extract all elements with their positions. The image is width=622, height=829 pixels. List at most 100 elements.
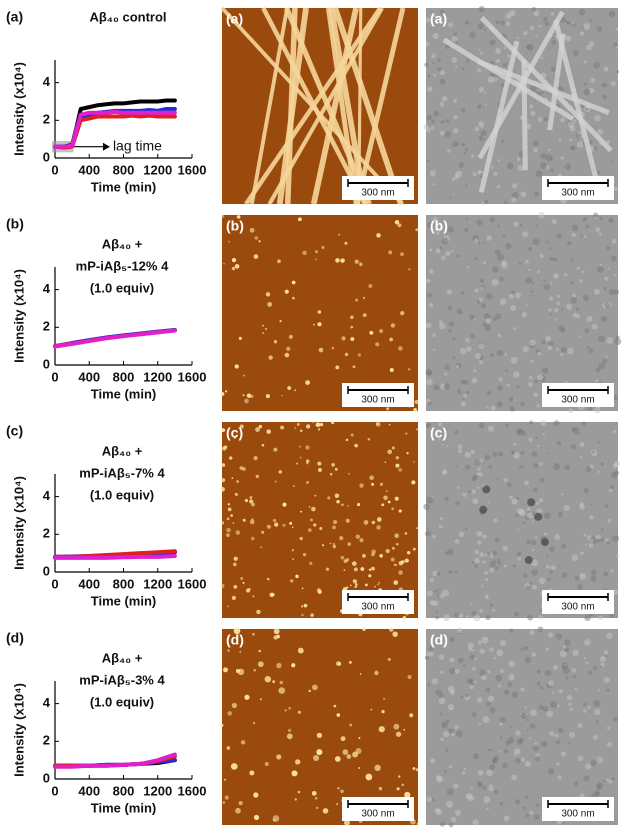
particle	[292, 297, 295, 300]
texture	[602, 359, 607, 364]
texture	[533, 238, 540, 245]
texture	[486, 406, 488, 408]
particle	[285, 290, 289, 294]
y-tick-label: 0	[43, 563, 50, 578]
texture	[519, 738, 524, 743]
texture	[607, 268, 609, 270]
texture	[497, 478, 499, 480]
texture	[466, 346, 471, 351]
texture	[453, 128, 459, 134]
particle	[300, 430, 302, 432]
texture	[531, 291, 533, 293]
texture	[615, 338, 622, 345]
texture	[474, 550, 479, 555]
texture	[596, 756, 603, 763]
texture	[465, 694, 469, 698]
texture	[507, 384, 510, 387]
texture	[585, 764, 591, 770]
particle	[221, 428, 225, 432]
particle	[335, 365, 339, 369]
texture	[496, 59, 500, 63]
texture	[455, 465, 457, 467]
particle	[292, 281, 296, 285]
particle	[357, 503, 360, 506]
particle	[313, 523, 316, 526]
texture	[483, 241, 485, 243]
texture	[564, 163, 571, 170]
particle	[315, 259, 317, 261]
texture	[547, 578, 550, 581]
texture	[497, 225, 500, 228]
particle	[239, 337, 242, 340]
texture	[433, 33, 439, 39]
texture	[443, 470, 447, 474]
particle	[292, 558, 294, 560]
texture	[608, 218, 613, 223]
texture	[539, 254, 543, 258]
particle	[346, 587, 348, 589]
texture	[550, 313, 552, 315]
texture	[576, 133, 581, 138]
texture	[492, 758, 498, 764]
texture	[466, 59, 469, 62]
texture	[485, 594, 488, 597]
texture	[588, 670, 593, 675]
texture	[571, 259, 574, 262]
texture	[481, 585, 483, 587]
texture	[597, 129, 603, 135]
texture	[613, 717, 618, 722]
texture	[531, 569, 538, 576]
particle	[297, 423, 300, 426]
particle	[300, 511, 302, 513]
particle	[335, 258, 339, 262]
particle	[415, 400, 419, 404]
particle	[248, 588, 250, 590]
texture	[527, 729, 529, 731]
texture	[461, 108, 465, 112]
x-tick-label: 1600	[178, 783, 207, 798]
texture	[479, 552, 484, 557]
texture	[606, 689, 610, 693]
texture	[486, 235, 491, 240]
texture	[558, 775, 562, 779]
texture	[503, 234, 506, 237]
texture	[537, 670, 541, 674]
particle	[344, 559, 348, 563]
texture	[520, 757, 525, 762]
texture	[490, 749, 492, 751]
texture	[451, 817, 457, 823]
texture	[485, 103, 487, 105]
texture	[500, 669, 504, 673]
particle	[288, 729, 291, 732]
texture	[606, 633, 613, 640]
texture	[492, 452, 497, 457]
texture	[532, 585, 537, 590]
texture	[437, 572, 441, 576]
texture	[439, 320, 443, 324]
texture	[568, 121, 574, 127]
texture	[449, 637, 454, 642]
particle	[235, 808, 241, 814]
scale-label: 300 nm	[561, 809, 594, 820]
y-axis-label: Intensity (x10⁴)	[11, 269, 26, 363]
particle	[221, 478, 225, 482]
particle	[301, 614, 303, 616]
texture	[551, 40, 556, 45]
texture	[558, 512, 563, 517]
texture	[497, 350, 503, 356]
particle	[386, 407, 389, 410]
particle	[393, 724, 399, 730]
texture	[604, 677, 610, 683]
texture	[481, 303, 486, 308]
texture	[456, 730, 463, 737]
texture	[536, 170, 543, 177]
texture	[599, 232, 602, 235]
particle	[332, 347, 334, 349]
particle	[239, 466, 243, 470]
particle	[344, 242, 347, 245]
texture	[522, 231, 528, 237]
texture	[553, 665, 558, 670]
particle	[398, 223, 402, 227]
texture	[503, 63, 507, 67]
texture	[573, 675, 576, 678]
